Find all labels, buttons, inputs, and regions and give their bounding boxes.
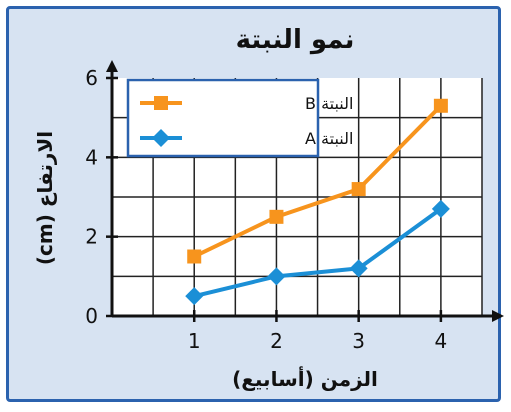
x-tick-label: 3 [352, 329, 365, 353]
legend-swatch-marker [152, 129, 170, 147]
series-line [193, 104, 443, 259]
data-point [351, 182, 366, 197]
data-point [269, 209, 284, 224]
data-point [349, 259, 368, 278]
y-axis-arrow [106, 60, 118, 72]
x-tick-label: 2 [270, 329, 283, 353]
y-tick-label: 0 [85, 304, 98, 328]
data-point [185, 287, 204, 306]
legend: النبتة B النبتة A [126, 78, 353, 158]
y-axis-label: الارتفاع (cm) [33, 131, 57, 265]
x-tick-label: 4 [435, 329, 448, 353]
data-point [267, 267, 286, 286]
x-tick-label: 1 [188, 329, 201, 353]
y-tick-label: 4 [85, 145, 98, 169]
data-point [433, 98, 448, 113]
data-point [187, 249, 202, 264]
x-axis-arrow [492, 310, 504, 322]
data-point [431, 199, 450, 218]
axes [106, 60, 504, 322]
x-axis-label: الزمن (أسابيع) [232, 365, 378, 391]
chart-title: نمو النبتة [236, 25, 355, 55]
series-line [193, 207, 443, 299]
series-layer [185, 98, 450, 306]
y-tick-label: 2 [85, 225, 98, 249]
legend-label: النبتة A [305, 129, 353, 148]
legend-label: النبتة B [305, 94, 353, 113]
series-b [187, 98, 448, 264]
series-a [185, 199, 450, 306]
y-tick-label: 6 [85, 66, 98, 90]
legend-box [126, 78, 320, 158]
tick-labels: 1 2 3 4 0 2 4 6 [85, 66, 447, 353]
legend-swatch-marker [154, 96, 168, 110]
